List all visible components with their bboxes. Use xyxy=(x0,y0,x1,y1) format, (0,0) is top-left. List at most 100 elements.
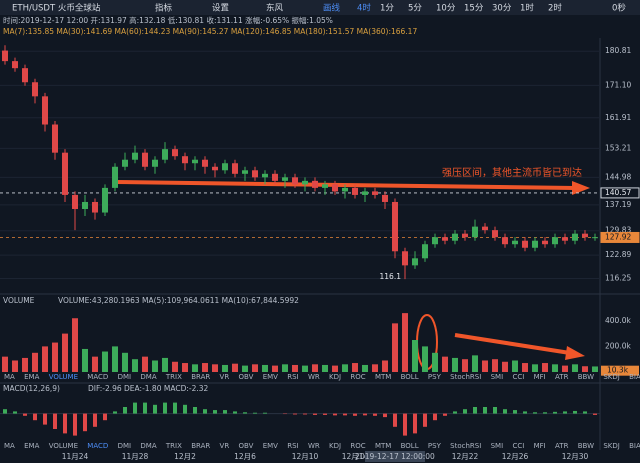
volume-bar xyxy=(402,313,408,372)
volume-bar xyxy=(192,364,198,372)
indicator-tab[interactable]: PSY xyxy=(428,442,442,450)
candle-body xyxy=(582,233,588,238)
volume-bar xyxy=(472,355,478,372)
macd-legend: DIF:-2.96 DEA:-1.80 MACD:-2.32 xyxy=(88,384,209,393)
indicators-button[interactable]: 指标 xyxy=(155,3,173,14)
style-button[interactable]: 东风 xyxy=(266,3,284,14)
y-tick-label: 122.89 xyxy=(605,250,631,259)
indicator-tab[interactable]: ROC xyxy=(350,442,365,450)
indicator-tab[interactable]: RSI xyxy=(287,442,298,450)
indicator-tab[interactable]: MTM xyxy=(375,442,391,450)
x-tick-label: 11月28 xyxy=(122,452,149,461)
volume-bar xyxy=(352,363,358,372)
indicator-tab[interactable]: ATR xyxy=(555,442,569,450)
period-option[interactable]: 2时 xyxy=(548,3,562,14)
indicator-tab[interactable]: BIAS xyxy=(629,373,640,381)
macd-bar xyxy=(193,407,197,414)
indicator-tab[interactable]: EMV xyxy=(263,373,278,381)
symbol[interactable]: ETH/USDT 火币全球站 xyxy=(12,3,101,14)
indicator-tab[interactable]: TRIX xyxy=(165,373,182,381)
indicator-tab[interactable]: VR xyxy=(220,442,230,450)
volume-bar xyxy=(582,366,588,372)
period-option[interactable]: 1分 xyxy=(380,4,394,14)
candle-body xyxy=(162,149,168,160)
indicator-tab[interactable]: MACD xyxy=(87,442,108,450)
indicator-tab[interactable]: EMA xyxy=(24,442,39,450)
indicator-tab[interactable]: BRAR xyxy=(191,442,210,450)
volume-bar xyxy=(302,365,308,372)
macd-bar xyxy=(183,404,187,414)
candle-body xyxy=(572,233,578,241)
indicator-tab[interactable]: PSY xyxy=(428,373,442,381)
indicator-tab[interactable]: BOLL xyxy=(401,373,419,381)
candle-body xyxy=(322,184,328,188)
indicator-tab[interactable]: SMI xyxy=(491,373,504,381)
candle-body xyxy=(82,201,88,210)
period-option[interactable]: 5分 xyxy=(408,4,422,14)
period-active[interactable]: 4时 xyxy=(357,3,371,14)
arrowhead xyxy=(565,346,585,360)
candle-body xyxy=(452,233,458,241)
candle-body xyxy=(52,124,58,153)
macd-bar xyxy=(543,412,547,414)
indicator-tab[interactable]: SKDJ xyxy=(603,442,620,450)
volume-bar xyxy=(422,346,428,372)
indicator-tab[interactable]: DMI xyxy=(118,442,132,450)
volume-bar xyxy=(92,356,98,372)
volume-bar xyxy=(22,357,28,372)
indicator-tab[interactable]: SKDJ xyxy=(603,373,620,381)
macd-bar xyxy=(53,413,57,429)
period-option[interactable]: 15分 xyxy=(464,4,484,14)
macd-bar xyxy=(443,413,447,416)
indicator-tab[interactable]: CCI xyxy=(512,373,524,381)
candle-body xyxy=(512,240,518,245)
indicator-tab[interactable]: EMA xyxy=(24,373,39,381)
indicator-tab[interactable]: BIAS xyxy=(629,442,640,450)
indicator-tab[interactable]: VOLUME xyxy=(49,373,78,381)
macd-bar xyxy=(413,413,417,434)
indicator-tab[interactable]: WR xyxy=(308,442,320,450)
indicator-tab[interactable]: BBW xyxy=(578,373,594,381)
indicator-tab[interactable]: TRIX xyxy=(165,442,182,450)
indicator-tab[interactable]: DMA xyxy=(140,442,156,450)
volume-bar xyxy=(522,363,528,372)
indicator-tab[interactable]: ATR xyxy=(555,373,569,381)
period-option[interactable]: 1时 xyxy=(520,3,534,14)
indicator-tab[interactable]: DMI xyxy=(118,373,132,381)
indicator-tab[interactable]: MA xyxy=(4,442,15,450)
indicator-tab[interactable]: VR xyxy=(220,373,230,381)
crosshair-date-bg xyxy=(365,451,425,462)
macd-bar xyxy=(573,410,577,414)
indicator-tab[interactable]: MACD xyxy=(87,373,108,381)
indicator-tab[interactable]: StochRSI xyxy=(450,373,481,381)
indicator-tab[interactable]: EMV xyxy=(263,442,278,450)
indicator-tab[interactable]: BOLL xyxy=(401,442,419,450)
draw-button[interactable]: 画线 xyxy=(323,3,341,14)
indicator-tab[interactable]: MA xyxy=(4,373,15,381)
indicator-tab[interactable]: BBW xyxy=(578,442,594,450)
candle-body xyxy=(312,180,318,188)
indicator-tab[interactable]: OBV xyxy=(239,442,254,450)
macd-bar xyxy=(3,409,7,414)
indicator-tab[interactable]: KDJ xyxy=(329,373,341,381)
indicator-tab[interactable]: VOLUME xyxy=(49,442,78,450)
indicator-tab[interactable]: ROC xyxy=(350,373,365,381)
indicator-tab[interactable]: MFI xyxy=(534,373,546,381)
indicator-tab[interactable]: KDJ xyxy=(329,442,341,450)
indicator-tab[interactable]: MTM xyxy=(375,373,391,381)
indicator-tab[interactable]: SMI xyxy=(491,442,504,450)
period-option[interactable]: 10分 xyxy=(436,4,456,14)
period-option[interactable]: 30分 xyxy=(492,4,512,14)
settings-button[interactable]: 设置 xyxy=(212,3,230,14)
indicator-tab[interactable]: DMA xyxy=(140,373,156,381)
indicator-tab[interactable]: MFI xyxy=(534,442,546,450)
indicator-tab[interactable]: CCI xyxy=(512,442,524,450)
indicator-tab[interactable]: RSI xyxy=(287,373,298,381)
indicator-tab[interactable]: WR xyxy=(308,373,320,381)
volume-bar xyxy=(282,364,288,372)
indicator-tab[interactable]: BRAR xyxy=(191,373,210,381)
indicator-tab[interactable]: StochRSI xyxy=(450,442,481,450)
indicator-tab[interactable]: OBV xyxy=(239,373,254,381)
macd-bar xyxy=(333,413,337,416)
candle-body xyxy=(32,82,38,97)
